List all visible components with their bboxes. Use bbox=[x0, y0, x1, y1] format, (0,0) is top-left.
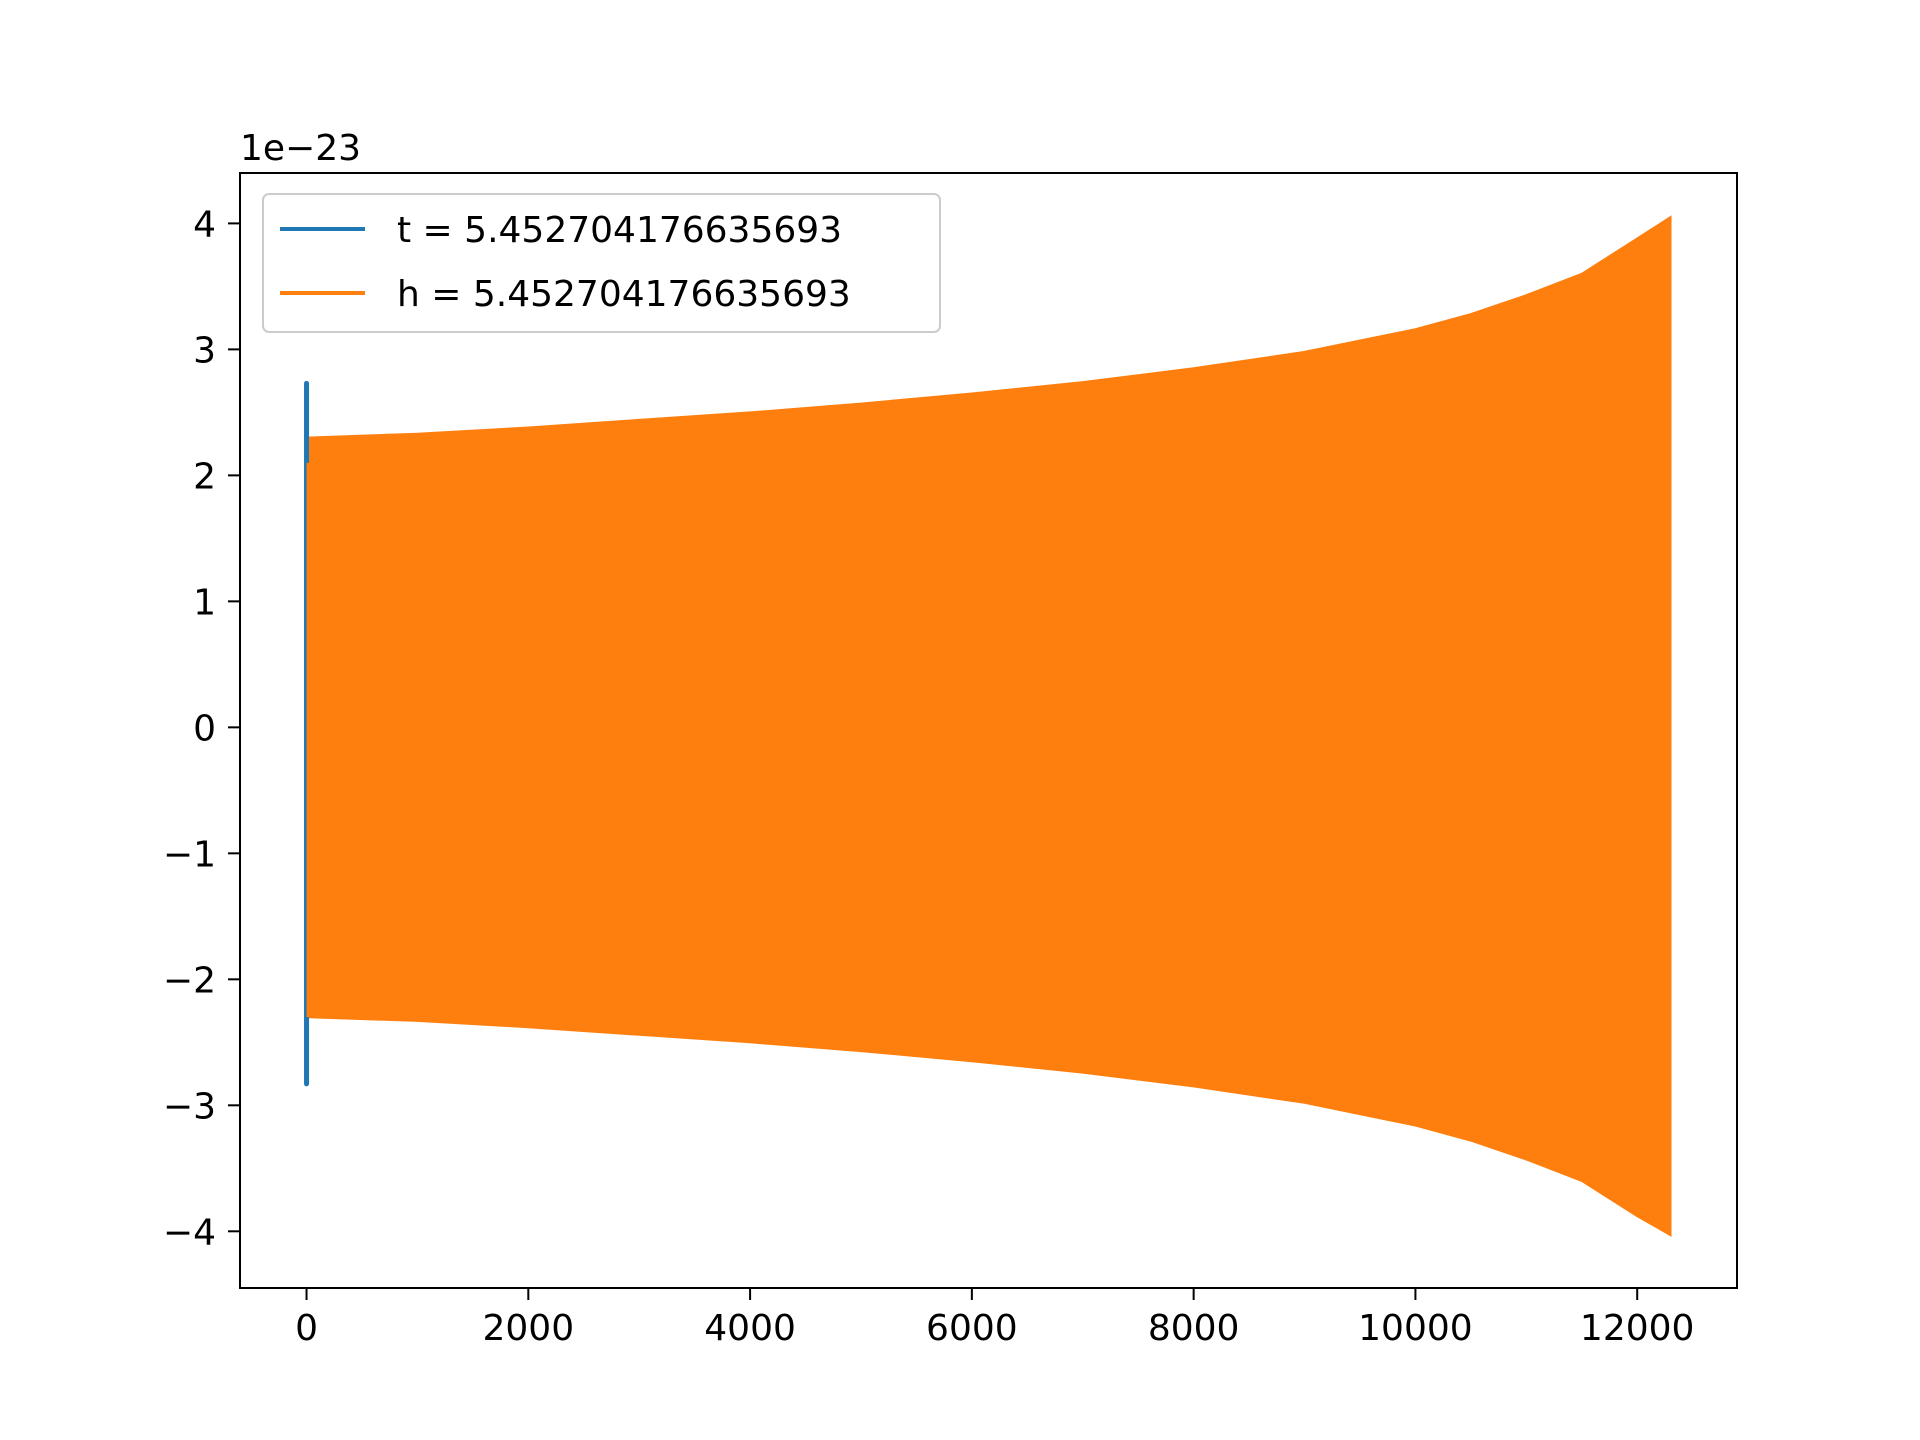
series-h-band bbox=[305, 215, 1672, 1237]
y-tick-label: −2 bbox=[163, 960, 216, 1001]
legend-label-t: t = 5.452704176635693 bbox=[397, 210, 842, 251]
x-tick-label: 8000 bbox=[1148, 1308, 1240, 1349]
y-axis-offset-label: 1e−23 bbox=[240, 128, 361, 169]
axes-frame bbox=[239, 172, 1738, 1289]
y-tick-label: 1 bbox=[193, 582, 216, 623]
y-tick-label: 3 bbox=[193, 330, 216, 371]
legend: t = 5.452704176635693 h = 5.452704176635… bbox=[262, 193, 941, 333]
y-tick-label: 2 bbox=[193, 456, 216, 497]
x-tick-label: 4000 bbox=[704, 1308, 796, 1349]
plot-area bbox=[304, 215, 1672, 1237]
legend-frame bbox=[262, 193, 941, 333]
legend-label-h: h = 5.452704176635693 bbox=[397, 274, 851, 315]
y-axis: −4 −3 −2 −1 0 1 2 3 4 bbox=[163, 204, 240, 1253]
y-tick-label: −4 bbox=[163, 1212, 216, 1253]
x-tick-label: 12000 bbox=[1580, 1308, 1695, 1349]
x-tick-label: 0 bbox=[295, 1308, 318, 1349]
x-axis: 0 2000 4000 6000 8000 10000 12000 bbox=[295, 1288, 1694, 1349]
x-tick-label: 2000 bbox=[482, 1308, 574, 1349]
y-tick-label: −1 bbox=[163, 834, 216, 875]
y-tick-label: −3 bbox=[163, 1086, 216, 1127]
x-tick-label: 6000 bbox=[926, 1308, 1018, 1349]
x-tick-label: 10000 bbox=[1358, 1308, 1473, 1349]
y-tick-label: 0 bbox=[193, 708, 216, 749]
y-tick-label: 4 bbox=[193, 204, 216, 245]
